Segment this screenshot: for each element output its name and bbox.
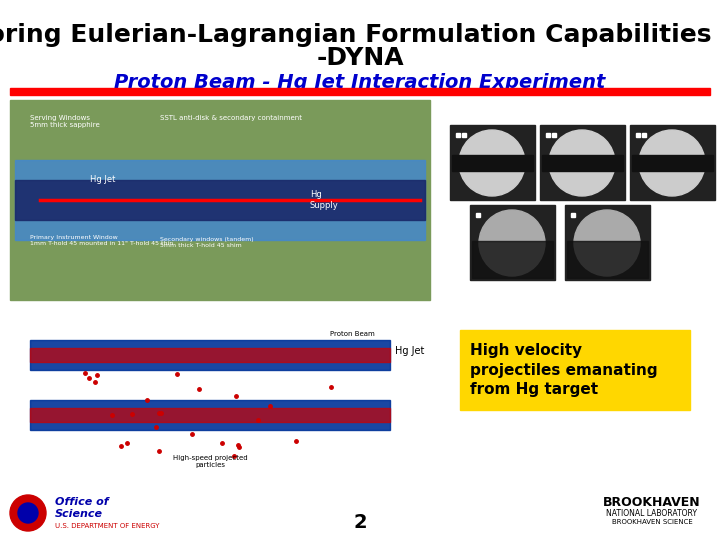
- Text: Primary Instrument Window
1mm T-hold 45 mounted in 11" T-hold 45 thin: Primary Instrument Window 1mm T-hold 45 …: [30, 235, 174, 246]
- Bar: [10, 100, 430, 300]
- Text: Secondary windows (tandem)
5mm thick T-hold 45 shim: Secondary windows (tandem) 5mm thick T-h…: [160, 237, 253, 248]
- Circle shape: [549, 130, 615, 196]
- Bar: [5, 490, 125, 535]
- Circle shape: [639, 130, 705, 196]
- Circle shape: [479, 210, 545, 276]
- Text: Hg Jet: Hg Jet: [90, 176, 115, 185]
- Circle shape: [18, 503, 38, 523]
- Text: Office of
Science: Office of Science: [55, 497, 109, 519]
- Text: Hg Jet: Hg Jet: [395, 346, 424, 356]
- Text: BROOKHAVEN SCIENCE: BROOKHAVEN SCIENCE: [611, 519, 693, 525]
- Bar: [30, 348, 390, 362]
- Text: High-speed projected
particles: High-speed projected particles: [173, 455, 247, 468]
- Bar: [460, 330, 690, 410]
- Bar: [540, 125, 625, 200]
- Bar: [30, 340, 390, 370]
- Text: Hg
Supply: Hg Supply: [310, 190, 338, 210]
- Text: SSTL anti-disk & secondary containment: SSTL anti-disk & secondary containment: [160, 115, 302, 121]
- Bar: [590, 490, 715, 535]
- Text: 2: 2: [354, 512, 366, 531]
- Circle shape: [10, 495, 46, 531]
- Bar: [632, 155, 713, 171]
- Bar: [630, 125, 715, 200]
- Bar: [30, 400, 390, 430]
- Text: High velocity
projectiles emanating
from Hg target: High velocity projectiles emanating from…: [470, 343, 657, 397]
- Bar: [567, 241, 648, 278]
- Bar: [470, 205, 555, 280]
- Text: Proton Beam - Hg Jet Interaction Experiment: Proton Beam - Hg Jet Interaction Experim…: [114, 73, 606, 92]
- Circle shape: [574, 210, 640, 276]
- Text: Proton Beam: Proton Beam: [330, 331, 374, 337]
- Bar: [452, 155, 533, 171]
- Bar: [472, 241, 553, 278]
- Bar: [450, 125, 535, 200]
- Text: U.S. DEPARTMENT OF ENERGY: U.S. DEPARTMENT OF ENERGY: [55, 523, 160, 529]
- Text: Exploring Eulerian-Lagrangian Formulation Capabilities of LS: Exploring Eulerian-Lagrangian Formulatio…: [0, 23, 720, 47]
- Bar: [15, 160, 425, 240]
- Bar: [565, 205, 650, 280]
- Text: NATIONAL LABORATORY: NATIONAL LABORATORY: [606, 509, 698, 517]
- Text: Serving Windows
5mm thick sapphire: Serving Windows 5mm thick sapphire: [30, 115, 100, 128]
- Bar: [30, 408, 390, 422]
- Bar: [15, 180, 425, 220]
- Circle shape: [459, 130, 525, 196]
- Text: BROOKHAVEN: BROOKHAVEN: [603, 496, 701, 509]
- Text: -DYNA: -DYNA: [316, 46, 404, 70]
- Bar: [10, 88, 710, 95]
- Bar: [542, 155, 623, 171]
